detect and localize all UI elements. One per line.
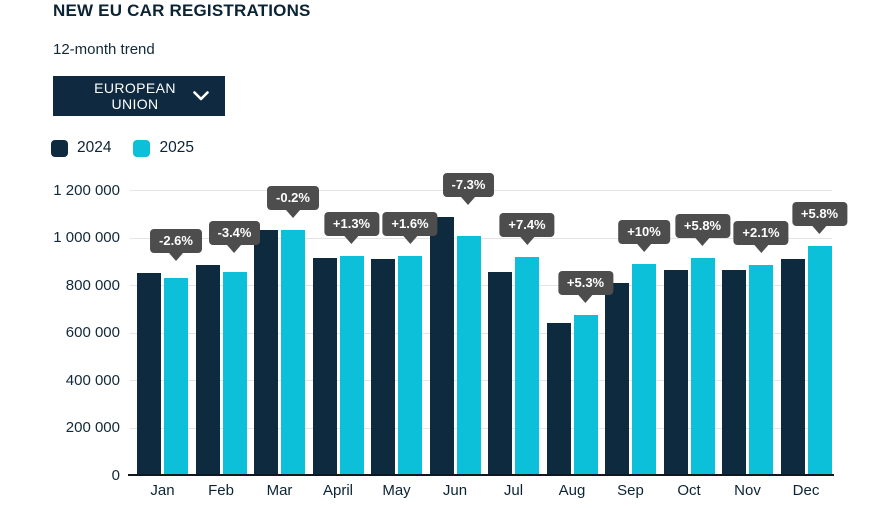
bar-2024-april bbox=[312, 258, 337, 475]
bar-2025-dec bbox=[807, 246, 832, 475]
change-label-jul: +7.4% bbox=[499, 213, 555, 246]
change-label-may: +1.6% bbox=[382, 211, 438, 244]
change-label-mar: -0.2% bbox=[267, 185, 319, 218]
change-label-april: +1.3% bbox=[323, 211, 380, 244]
gridline bbox=[130, 332, 832, 334]
x-axis-line bbox=[128, 474, 834, 476]
x-axis-label-jul: Jul bbox=[503, 482, 524, 499]
x-axis-label-aug: Aug bbox=[558, 482, 586, 499]
change-label-jun: -7.3% bbox=[442, 173, 495, 206]
chevron-down-icon bbox=[193, 91, 209, 101]
chart-legend: 2024 2025 bbox=[51, 139, 194, 157]
legend-item-2024: 2024 bbox=[51, 139, 111, 157]
legend-swatch-2024 bbox=[51, 139, 68, 157]
y-axis-label: 800 000 bbox=[65, 276, 120, 294]
x-axis-label-jan: Jan bbox=[150, 482, 175, 499]
bar-2024-oct bbox=[663, 270, 688, 475]
bar-2025-jul bbox=[515, 257, 539, 475]
bar-2025-may bbox=[398, 255, 422, 475]
bar-2024-jan bbox=[137, 272, 161, 475]
change-label-jan: -2.6% bbox=[150, 228, 202, 261]
bar-2025-nov bbox=[749, 265, 773, 475]
bar-2024-aug bbox=[546, 323, 571, 475]
bar-2024-dec bbox=[780, 258, 805, 475]
bar-2025-feb bbox=[222, 272, 247, 475]
gridline bbox=[130, 237, 832, 239]
x-axis-label-sep: Sep bbox=[617, 482, 644, 499]
x-axis-label-oct: Oct bbox=[677, 482, 701, 499]
bar-2025-oct bbox=[690, 258, 715, 475]
y-axis-label: 400 000 bbox=[65, 371, 120, 389]
bar-2024-jun bbox=[429, 217, 454, 475]
change-label-feb: -3.4% bbox=[208, 221, 261, 254]
y-axis-label: 600 000 bbox=[65, 324, 120, 341]
legend-label-2025: 2025 bbox=[159, 139, 194, 156]
bar-2024-sep bbox=[605, 283, 629, 475]
change-label-oct: +5.8% bbox=[674, 214, 731, 247]
bar-2025-mar bbox=[281, 230, 305, 475]
x-axis-label-feb: Feb bbox=[208, 482, 234, 499]
bar-2025-april bbox=[339, 255, 364, 475]
gridline bbox=[130, 380, 832, 381]
y-axis-label: 0 bbox=[111, 466, 120, 484]
bar-2024-feb bbox=[195, 265, 220, 475]
chart-subtitle: 12-month trend bbox=[53, 41, 155, 58]
x-axis-label-april: April bbox=[322, 482, 353, 499]
bar-2024-nov bbox=[722, 269, 746, 475]
y-axis-label: 1 000 000 bbox=[53, 229, 120, 246]
change-label-sep: +10% bbox=[618, 220, 670, 253]
bar-2024-jul bbox=[488, 272, 512, 475]
legend-swatch-2025 bbox=[133, 139, 151, 157]
y-axis-label: 200 000 bbox=[65, 419, 120, 436]
bar-2025-aug bbox=[573, 314, 598, 475]
x-axis-label-mar: Mar bbox=[266, 482, 293, 499]
change-label-nov: +2.1% bbox=[733, 221, 789, 254]
page-title: NEW EU CAR REGISTRATIONS bbox=[53, 1, 311, 20]
y-axis-label: 1 200 000 bbox=[53, 181, 120, 199]
bar-2025-jun bbox=[456, 236, 481, 475]
change-label-dec: +5.8% bbox=[791, 202, 848, 235]
gridline bbox=[130, 427, 832, 429]
region-dropdown[interactable]: EUROPEAN UNION bbox=[53, 76, 225, 116]
x-axis-label-jun: Jun bbox=[442, 482, 468, 499]
region-dropdown-label: EUROPEAN UNION bbox=[94, 80, 176, 112]
x-axis-label-nov: Nov bbox=[734, 482, 761, 499]
legend-item-2025: 2025 bbox=[133, 139, 194, 157]
x-axis-label-dec: Dec bbox=[792, 482, 820, 499]
bar-2025-sep bbox=[632, 264, 656, 475]
gridline bbox=[130, 285, 832, 286]
bar-2024-mar bbox=[254, 229, 278, 475]
x-axis-label-may: May bbox=[382, 482, 411, 499]
bar-2025-jan bbox=[164, 277, 188, 475]
change-label-aug: +5.3% bbox=[557, 270, 614, 303]
bar-2024-may bbox=[371, 259, 395, 476]
legend-label-2024: 2024 bbox=[77, 139, 112, 156]
